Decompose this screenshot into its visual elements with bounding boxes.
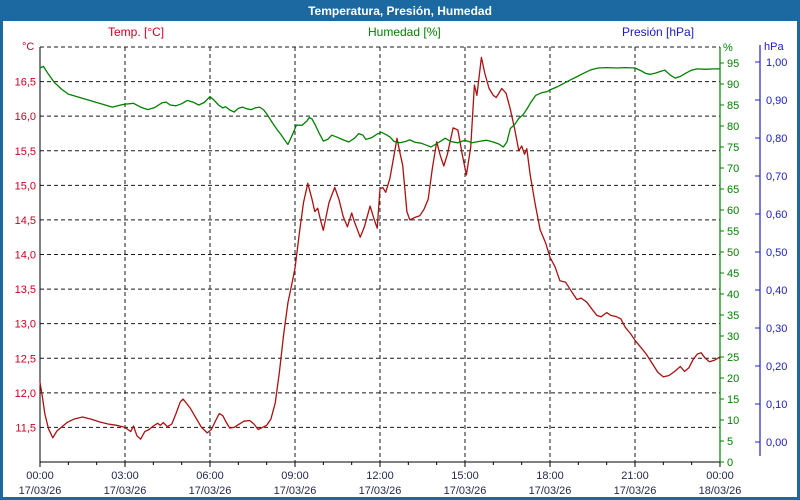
svg-text:90: 90 bbox=[727, 79, 739, 91]
svg-text:15: 15 bbox=[727, 394, 739, 406]
humidity-axis-unit: % bbox=[723, 42, 733, 54]
legend-pressure-label: Presión [hPa] bbox=[622, 25, 695, 39]
svg-text:35: 35 bbox=[727, 310, 739, 322]
svg-text:75: 75 bbox=[727, 142, 739, 154]
svg-text:12,5: 12,5 bbox=[15, 353, 36, 365]
title-bar: Temperatura, Presión, Humedad bbox=[0, 0, 800, 21]
legend-humidity-label: Humedad [%] bbox=[368, 25, 441, 39]
svg-text:25: 25 bbox=[727, 352, 739, 364]
svg-text:16,0: 16,0 bbox=[15, 111, 36, 123]
svg-text:00:00: 00:00 bbox=[26, 470, 54, 482]
svg-text:0,90: 0,90 bbox=[766, 95, 787, 107]
svg-text:17/03/26: 17/03/26 bbox=[274, 485, 317, 497]
svg-text:18:00: 18:00 bbox=[536, 470, 564, 482]
svg-text:12,0: 12,0 bbox=[15, 388, 36, 400]
svg-text:17/03/26: 17/03/26 bbox=[189, 485, 232, 497]
svg-text:0,40: 0,40 bbox=[766, 285, 787, 297]
svg-text:30: 30 bbox=[727, 331, 739, 343]
svg-text:18/03/26: 18/03/26 bbox=[699, 485, 742, 497]
svg-text:17/03/26: 17/03/26 bbox=[359, 485, 402, 497]
svg-text:55: 55 bbox=[727, 226, 739, 238]
svg-text:14,0: 14,0 bbox=[15, 250, 36, 262]
svg-text:80: 80 bbox=[727, 121, 739, 133]
svg-text:13,5: 13,5 bbox=[15, 284, 36, 296]
svg-text:0,30: 0,30 bbox=[766, 323, 787, 335]
svg-text:95: 95 bbox=[727, 58, 739, 70]
svg-text:0,00: 0,00 bbox=[766, 437, 787, 449]
svg-text:15,5: 15,5 bbox=[15, 146, 36, 158]
svg-text:45: 45 bbox=[727, 268, 739, 280]
svg-text:12:00: 12:00 bbox=[366, 470, 394, 482]
svg-text:40: 40 bbox=[727, 289, 739, 301]
svg-text:00:00: 00:00 bbox=[706, 470, 734, 482]
svg-text:16,5: 16,5 bbox=[15, 77, 36, 89]
svg-text:0,80: 0,80 bbox=[766, 133, 787, 145]
svg-text:0,10: 0,10 bbox=[766, 399, 787, 411]
svg-text:85: 85 bbox=[727, 100, 739, 112]
svg-text:60: 60 bbox=[727, 205, 739, 217]
svg-text:20: 20 bbox=[727, 373, 739, 385]
svg-text:50: 50 bbox=[727, 247, 739, 259]
svg-text:03:00: 03:00 bbox=[111, 470, 139, 482]
svg-text:17/03/26: 17/03/26 bbox=[104, 485, 147, 497]
svg-text:06:00: 06:00 bbox=[196, 470, 224, 482]
temperature-axis-unit: °C bbox=[22, 41, 35, 53]
legend-temperature-label: Temp. [°C] bbox=[108, 25, 165, 39]
svg-text:0: 0 bbox=[727, 457, 733, 469]
window-title: Temperatura, Presión, Humedad bbox=[308, 3, 492, 18]
svg-text:21:00: 21:00 bbox=[621, 470, 649, 482]
svg-text:0,70: 0,70 bbox=[766, 171, 787, 183]
svg-text:1,00: 1,00 bbox=[766, 57, 787, 69]
svg-text:0,60: 0,60 bbox=[766, 209, 787, 221]
svg-text:17/03/26: 17/03/26 bbox=[444, 485, 487, 497]
svg-text:70: 70 bbox=[727, 163, 739, 175]
svg-text:0,50: 0,50 bbox=[766, 247, 787, 259]
svg-text:13,0: 13,0 bbox=[15, 319, 36, 331]
svg-text:15,0: 15,0 bbox=[15, 180, 36, 192]
svg-text:14,5: 14,5 bbox=[15, 215, 36, 227]
svg-text:17/03/26: 17/03/26 bbox=[19, 485, 62, 497]
svg-text:10: 10 bbox=[727, 415, 739, 427]
svg-text:17/03/26: 17/03/26 bbox=[529, 485, 572, 497]
svg-text:09:00: 09:00 bbox=[281, 470, 309, 482]
svg-text:17/03/26: 17/03/26 bbox=[614, 485, 657, 497]
svg-text:5: 5 bbox=[727, 436, 733, 448]
pressure-axis-unit: hPa bbox=[764, 41, 784, 53]
svg-text:0,20: 0,20 bbox=[766, 361, 787, 373]
svg-text:15:00: 15:00 bbox=[451, 470, 479, 482]
svg-text:11,5: 11,5 bbox=[15, 422, 36, 434]
svg-text:65: 65 bbox=[727, 184, 739, 196]
